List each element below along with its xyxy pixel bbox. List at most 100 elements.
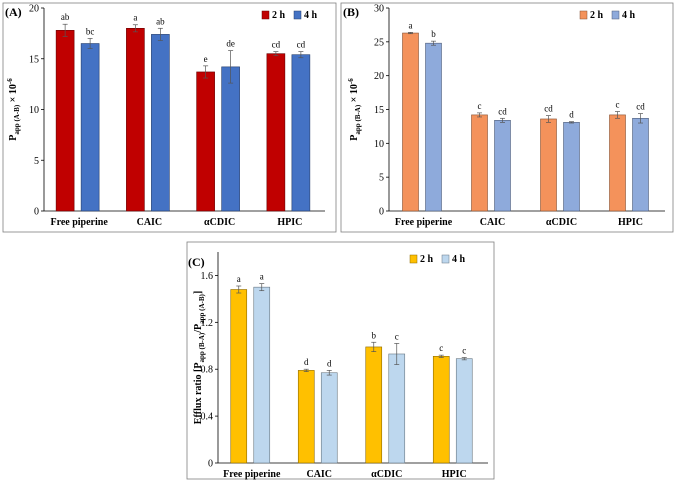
significance-label: d — [327, 358, 332, 368]
significance-label: b — [431, 29, 436, 39]
chart-panel-3: 0 0.4 0.8 1.2 1.6 (C) Efflux ratio [Papp (B-A)… — [186, 241, 495, 480]
y-label-sub: app (B-A) — [354, 104, 362, 134]
bar-4h-2 — [320, 372, 338, 464]
bar-2h-2 — [126, 27, 145, 212]
legend-label: 4 h — [622, 10, 636, 21]
legend-label: 2 h — [590, 10, 604, 21]
panel-frame — [340, 2, 674, 233]
significance-label: cd — [297, 40, 306, 50]
y-tick-label: 5 — [379, 173, 384, 184]
y-label-exp: -6 — [347, 78, 355, 84]
legend-swatch — [611, 10, 620, 20]
bar-4h-1 — [425, 42, 442, 212]
panel-label: (A) — [5, 5, 22, 19]
bar-4h-3 — [388, 353, 406, 464]
x-category-label: αCDIC — [204, 217, 235, 228]
significance-label: cd — [272, 40, 281, 50]
x-category-label: HPIC — [277, 217, 302, 228]
y-tick-label: 15 — [374, 105, 384, 116]
significance-label: c — [478, 101, 482, 111]
y-axis-label: Papp (B-A) × 10-6 — [347, 78, 362, 141]
bar-4h-2 — [151, 34, 170, 212]
significance-label: cd — [498, 106, 507, 116]
y-tick-label: 0.8 — [201, 365, 214, 376]
legend-swatch — [293, 10, 302, 20]
significance-label: d — [304, 357, 309, 367]
x-category-label: αCDIC — [546, 217, 577, 228]
y-label-main: Efflux ratio [P — [193, 363, 204, 425]
significance-label: ab — [156, 16, 165, 26]
bar-4h-2 — [494, 120, 511, 212]
x-category-label: HPIC — [618, 217, 643, 228]
y-label-sub: app (A-B) — [13, 104, 21, 134]
bar-4h-1 — [80, 43, 100, 212]
y-tick-label: 20 — [29, 4, 39, 15]
y-tick-label: 10 — [29, 105, 39, 116]
x-category-label: HPIC — [442, 469, 467, 480]
significance-label: c — [395, 331, 399, 341]
y-tick-label: 0 — [34, 207, 39, 218]
bar-2h-1 — [230, 289, 248, 464]
y-label-end: ] — [193, 291, 204, 294]
bar-2h-2 — [297, 370, 315, 464]
y-tick-label: 1.2 — [201, 318, 214, 329]
y-tick-label: 25 — [374, 37, 384, 48]
y-tick-label: 15 — [29, 54, 39, 65]
chart-panel-2: 0 5 10 15 20 25 30 (B) Papp (B-A) × 10-6 a b Free p… — [340, 2, 674, 233]
bar-2h-2 — [471, 114, 488, 212]
y-label-main: P — [349, 135, 360, 141]
y-label-main: P — [8, 135, 19, 141]
x-category-label: Free piperine — [395, 217, 453, 228]
bar-2h-1 — [402, 32, 419, 212]
x-category-label: αCDIC — [371, 469, 402, 480]
legend-swatch — [441, 254, 450, 264]
y-axis-label: Papp (A-B) × 10-6 — [6, 78, 21, 141]
significance-label: a — [260, 272, 264, 282]
bar-4h-4 — [291, 54, 311, 212]
significance-label: a — [409, 20, 413, 30]
y-tick-label: 0.4 — [201, 412, 214, 423]
significance-label: c — [439, 343, 443, 353]
significance-label: c — [462, 346, 466, 356]
panel-label: (C) — [188, 255, 205, 269]
significance-label: de — [226, 39, 235, 49]
panel-frame — [186, 241, 495, 480]
significance-label: cd — [544, 104, 553, 114]
legend-swatch — [261, 10, 270, 20]
bar-4h-4 — [632, 117, 649, 212]
y-tick-label: 10 — [374, 139, 384, 150]
y-label-mid: /P — [193, 324, 204, 334]
y-tick-label: 5 — [34, 156, 39, 167]
y-tick-label: 0 — [379, 207, 384, 218]
bar-2h-1 — [55, 30, 75, 212]
significance-label: cd — [636, 102, 645, 112]
legend-label: 4 h — [452, 254, 466, 265]
significance-label: ab — [61, 12, 70, 22]
significance-label: d — [569, 110, 574, 120]
y-tick-label: 20 — [374, 71, 384, 82]
y-tick-label: 30 — [374, 4, 384, 15]
bar-4h-4 — [455, 358, 473, 464]
y-tick-label: 0 — [208, 459, 213, 470]
legend-label: 2 h — [420, 254, 434, 265]
legend-label: 2 h — [272, 10, 286, 21]
panel-frame — [2, 2, 337, 233]
bar-2h-3 — [196, 71, 215, 212]
y-label-exp: -6 — [6, 78, 14, 84]
legend-swatch — [579, 10, 588, 20]
bar-2h-4 — [266, 53, 286, 212]
bar-2h-3 — [540, 118, 557, 212]
bar-2h-4 — [432, 356, 450, 464]
panel-label: (B) — [343, 5, 359, 19]
x-category-label: CAIC — [306, 469, 332, 480]
bar-4h-1 — [253, 286, 271, 464]
significance-label: a — [237, 274, 241, 284]
significance-label: bc — [86, 26, 95, 36]
legend-label: 4 h — [304, 10, 318, 21]
x-category-label: CAIC — [480, 217, 506, 228]
significance-label: b — [372, 330, 377, 340]
bar-2h-4 — [609, 114, 626, 212]
x-category-label: Free piperine — [50, 217, 108, 228]
y-label-sub2: app (A-B) — [198, 293, 206, 323]
